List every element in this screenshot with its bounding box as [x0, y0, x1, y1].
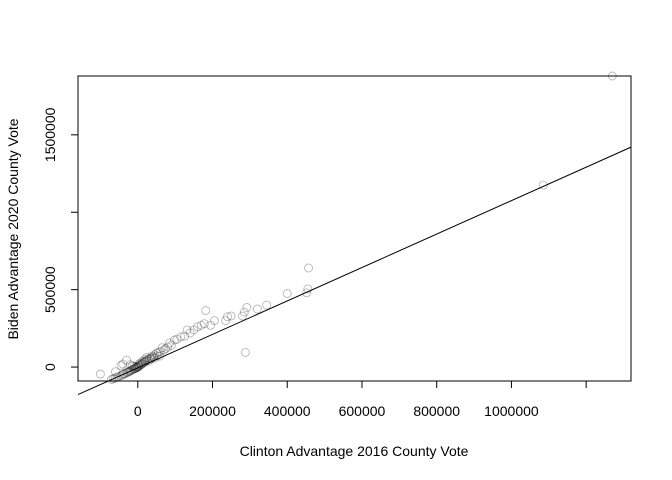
data-point	[131, 363, 140, 373]
data-point	[153, 347, 163, 357]
data-point	[163, 342, 173, 352]
data-point	[302, 288, 312, 298]
data-point	[123, 367, 133, 377]
data-point	[110, 373, 120, 383]
data-point	[152, 348, 161, 358]
data-point	[226, 311, 236, 321]
x-tick-label: 200000	[189, 403, 236, 419]
data-point	[607, 71, 617, 81]
data-point	[182, 325, 192, 335]
x-tick-label: 0	[134, 403, 142, 419]
x-tick-label: 400000	[264, 403, 311, 419]
data-point	[110, 367, 120, 377]
data-point	[161, 344, 171, 353]
data-point	[95, 369, 105, 379]
data-point	[116, 361, 126, 370]
data-point	[138, 358, 148, 368]
data-point	[185, 328, 195, 338]
data-point	[155, 347, 165, 357]
data-point	[126, 366, 136, 375]
data-point	[262, 300, 272, 310]
data-point	[239, 307, 249, 317]
data-point	[129, 364, 139, 374]
data-point	[118, 359, 128, 369]
data-point	[141, 356, 151, 366]
y-tick-label: 500000	[42, 266, 58, 313]
data-point	[240, 347, 250, 357]
data-point	[125, 366, 135, 376]
data-point	[221, 316, 231, 326]
data-point	[150, 350, 160, 360]
data-point	[152, 351, 162, 361]
data-point	[206, 320, 216, 330]
data-point	[125, 366, 135, 376]
data-point	[165, 338, 174, 348]
data-point	[169, 335, 179, 345]
data-point	[133, 362, 143, 372]
data-point	[107, 375, 117, 384]
data-point	[127, 365, 137, 375]
data-point	[116, 371, 126, 381]
data-point	[189, 325, 199, 335]
data-point	[176, 332, 186, 342]
data-point	[122, 368, 132, 377]
data-point	[142, 353, 152, 362]
data-point	[134, 360, 143, 370]
x-axis: 0 200000 400000 600000 800000 1000000	[134, 380, 587, 419]
data-point	[130, 364, 140, 374]
data-point	[252, 304, 262, 314]
data-point	[146, 354, 156, 364]
data-point	[180, 331, 189, 341]
data-point	[131, 363, 141, 373]
data-point	[166, 340, 176, 350]
data-point	[125, 360, 135, 370]
data-point	[109, 374, 118, 384]
data-point	[129, 361, 139, 371]
y-axis: 0 500000 1500000	[42, 107, 79, 371]
regression-line	[77, 146, 632, 396]
data-point	[193, 322, 203, 332]
y-tick-label: 0	[42, 363, 58, 371]
data-point	[114, 371, 124, 381]
data-point	[128, 364, 138, 374]
data-point	[133, 362, 143, 372]
x-tick-label: 600000	[339, 403, 386, 419]
data-point	[120, 369, 130, 379]
data-point	[122, 355, 132, 365]
plot-box	[77, 75, 632, 382]
data-point	[303, 284, 313, 294]
data-point	[304, 263, 313, 273]
data-point	[199, 319, 209, 329]
data-point	[159, 345, 169, 355]
data-point	[140, 355, 149, 365]
x-axis-label: Clinton Advantage 2016 County Vote	[240, 443, 469, 459]
data-point	[122, 368, 132, 378]
data-point	[157, 343, 167, 353]
data-point	[140, 357, 149, 367]
data-point	[147, 351, 157, 361]
data-point	[282, 289, 292, 298]
y-axis-label: Biden Advantage 2020 County Vote	[5, 118, 21, 339]
x-tick-label: 800000	[413, 403, 460, 419]
data-point	[201, 306, 211, 316]
data-point	[237, 311, 247, 321]
data-point	[209, 316, 219, 326]
data-point	[196, 320, 206, 330]
data-point	[132, 363, 142, 372]
points-layer	[95, 71, 617, 384]
data-point	[119, 369, 129, 379]
data-point	[223, 312, 232, 322]
data-point	[149, 353, 159, 363]
data-point	[242, 303, 252, 312]
y-tick-label: 1500000	[42, 107, 58, 162]
data-point	[140, 357, 150, 367]
data-point	[172, 334, 182, 344]
data-point	[112, 372, 122, 382]
x-tick-label: 1000000	[484, 403, 539, 419]
data-point	[118, 370, 128, 380]
data-point	[134, 361, 144, 371]
